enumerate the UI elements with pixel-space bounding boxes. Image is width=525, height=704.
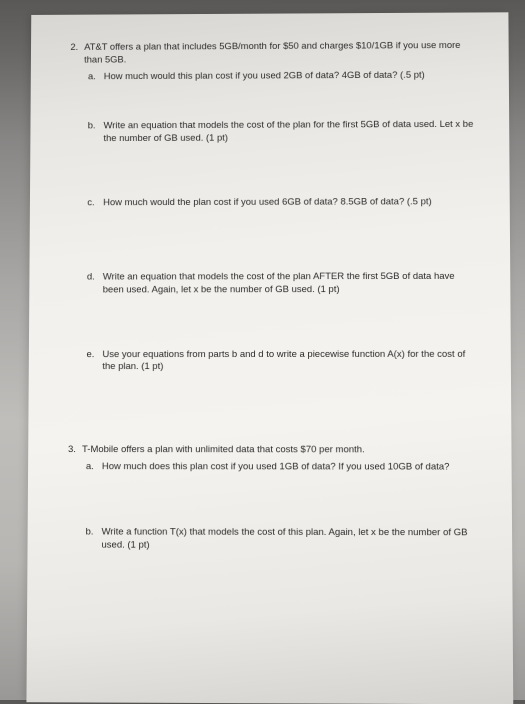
sub-text: How much would the plan cost if you used… (103, 196, 478, 210)
question-2b: b. Write an equation that models the cos… (88, 119, 478, 146)
question-text: T-Mobile offers a plan with unlimited da… (82, 444, 479, 457)
question-number: 2. (70, 42, 84, 67)
question-3b: b. Write a function T(x) that models the… (85, 526, 479, 553)
sub-text: How much does this plan cost if you used… (102, 461, 479, 474)
question-2-stem: 2. AT&T offers a plan that includes 5GB/… (70, 40, 477, 67)
sub-letter: b. (85, 526, 101, 552)
worksheet-page: 2. AT&T offers a plan that includes 5GB/… (26, 12, 513, 704)
sub-text: Write a function T(x) that models the co… (101, 526, 479, 553)
question-3: 3. T-Mobile offers a plan with unlimited… (67, 444, 479, 553)
question-3a: a. How much does this plan cost if you u… (86, 461, 479, 474)
question-2a: a. How much would this plan cost if you … (88, 69, 477, 83)
sub-text: How much would this plan cost if you use… (104, 69, 477, 83)
sub-letter: b. (88, 121, 104, 146)
sub-letter: a. (88, 71, 104, 84)
question-2: 2. AT&T offers a plan that includes 5GB/… (69, 40, 479, 374)
sub-text: Write an equation that models the cost o… (103, 119, 477, 146)
sub-text: Write an equation that models the cost o… (103, 271, 479, 297)
question-2d: d. Write an equation that models the cos… (87, 271, 478, 297)
question-number: 3. (68, 444, 82, 457)
sub-text: Use your equations from parts b and d to… (102, 348, 478, 374)
sub-letter: d. (87, 271, 103, 296)
sub-letter: c. (87, 197, 103, 210)
question-2c: c. How much would the plan cost if you u… (87, 196, 477, 210)
question-3-stem: 3. T-Mobile offers a plan with unlimited… (68, 444, 479, 457)
question-2e: e. Use your equations from parts b and d… (86, 348, 478, 374)
sub-letter: e. (86, 349, 102, 375)
sub-letter: a. (86, 461, 102, 474)
question-text: AT&T offers a plan that includes 5GB/mon… (84, 40, 477, 67)
